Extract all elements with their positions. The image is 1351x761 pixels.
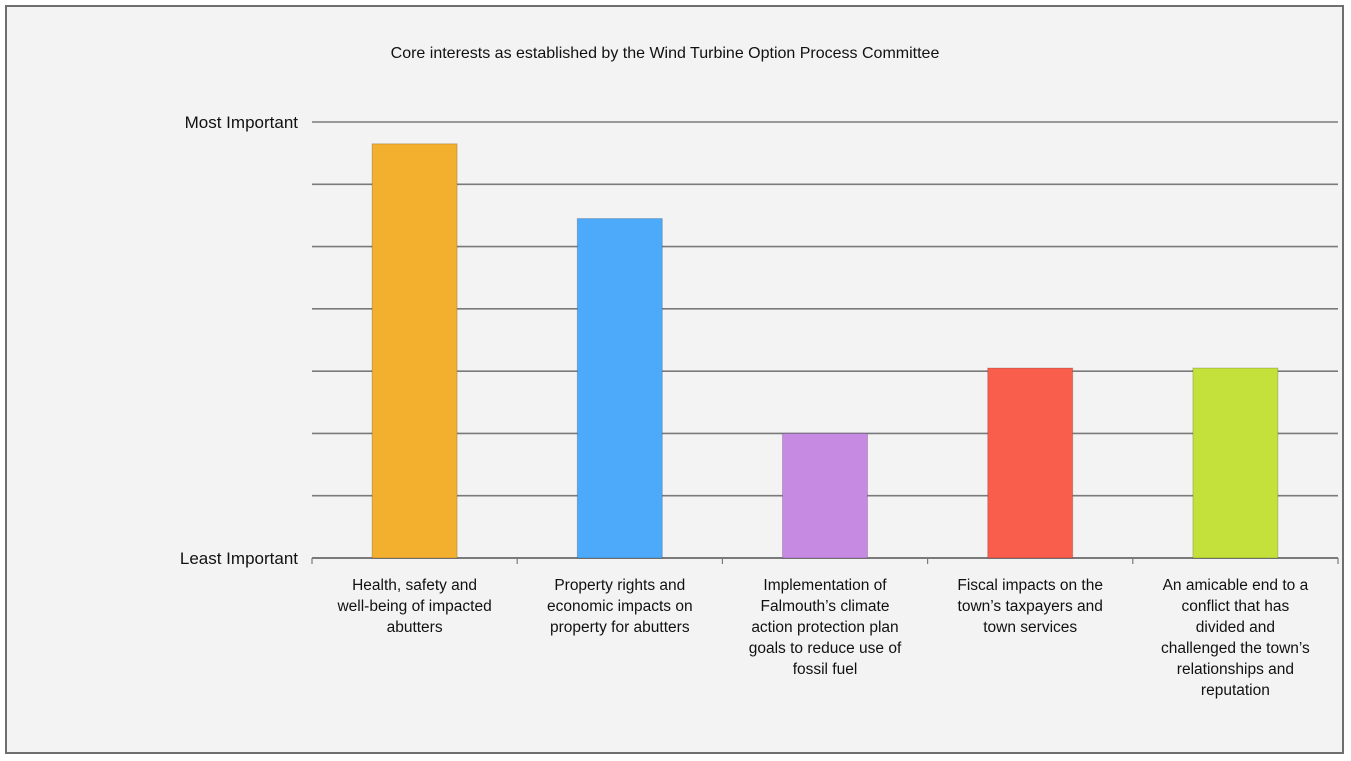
category-label-1: Health, safety and well-being of impacted… xyxy=(336,577,491,636)
x-axis-labels: Health, safety and well-being of impacted… xyxy=(336,577,1310,699)
category-label-line: fossil fuel xyxy=(793,661,858,678)
bar-5 xyxy=(1192,367,1279,559)
category-label-line: property for abutters xyxy=(550,619,690,636)
y-label-most-important: Most Important xyxy=(185,113,299,132)
y-label-least-important: Least Important xyxy=(180,549,298,568)
category-label-line: action protection plan xyxy=(751,619,898,636)
category-label-line: divided and xyxy=(1196,619,1275,636)
category-label-5: An amicable end to a conflict that has div… xyxy=(1161,577,1310,699)
chart-title: Core interests as established by the Win… xyxy=(391,45,940,62)
category-label-line: well-being of impacted xyxy=(336,598,491,615)
category-label-line: reputation xyxy=(1201,682,1270,699)
category-label-4: Fiscal impacts on the town’s taxpayers an… xyxy=(957,577,1103,636)
category-label-3: Implementation of Falmouth’s climate actio… xyxy=(749,577,902,678)
category-label-line: challenged the town’s xyxy=(1161,640,1310,657)
category-label-line: An amicable end to a xyxy=(1163,577,1309,594)
category-label-line: Falmouth’s climate xyxy=(761,598,890,615)
bar-4 xyxy=(987,367,1074,559)
category-label-2: Property rights and economic impacts on pr… xyxy=(547,577,693,636)
category-label-line: Fiscal impacts on the xyxy=(957,577,1103,594)
category-label-line: town’s taxpayers and xyxy=(958,598,1103,615)
bars xyxy=(371,143,1279,559)
category-label-line: economic impacts on xyxy=(547,598,693,615)
category-label-line: abutters xyxy=(387,619,443,636)
category-label-line: goals to reduce use of xyxy=(749,640,902,657)
category-label-line: Property rights and xyxy=(554,577,685,594)
category-label-line: Implementation of xyxy=(763,577,887,594)
category-label-line: Health, safety and xyxy=(352,577,477,594)
y-axis-labels: Most Important Least Important xyxy=(180,113,298,568)
gridlines xyxy=(311,121,1339,564)
bar-3 xyxy=(782,432,868,559)
chart-frame xyxy=(5,5,1344,754)
bar-2 xyxy=(576,218,663,559)
category-label-line: relationships and xyxy=(1177,661,1294,678)
category-label-line: town services xyxy=(983,619,1077,636)
category-label-line: conflict that has xyxy=(1182,598,1290,615)
bar-1 xyxy=(371,143,458,559)
